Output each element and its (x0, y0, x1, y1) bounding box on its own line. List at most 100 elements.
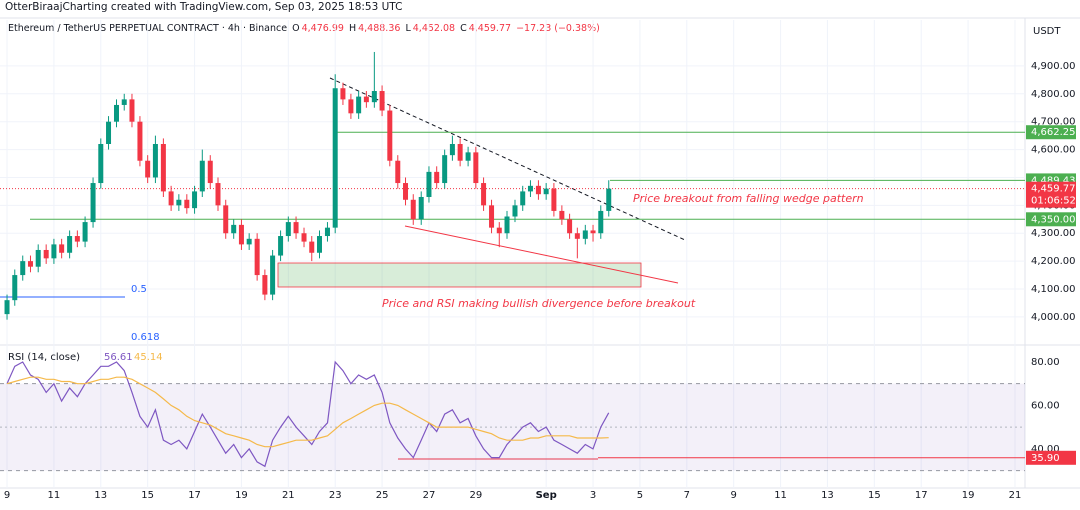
candle-body (137, 121, 143, 161)
x-tick-label: 21 (282, 490, 295, 501)
candle-body (301, 233, 307, 242)
candle-body (559, 210, 565, 220)
x-tick-label: 19 (962, 490, 975, 501)
candle-body (590, 230, 596, 234)
ohlc-value: 4,488.36 (358, 23, 401, 34)
candle-body (207, 160, 213, 184)
candle-body (324, 227, 330, 237)
candle-body (168, 191, 174, 206)
candle-body (473, 152, 479, 184)
y-tick-label: 4,900.00 (1031, 61, 1076, 72)
x-tick-label: 13 (821, 490, 834, 501)
last-price-label: 4,459.77 (1031, 184, 1076, 195)
candle-body (246, 238, 252, 245)
x-tick-label: 25 (376, 490, 389, 501)
level-label: 4,350.00 (1031, 214, 1076, 225)
candle-body (598, 210, 604, 234)
y-tick-label: 4,000.00 (1031, 312, 1076, 323)
candle-body (332, 88, 338, 228)
x-tick-label: 9 (730, 490, 736, 501)
fib-label: 0.5 (131, 284, 147, 295)
candle-body (121, 99, 127, 105)
candle-body (106, 121, 112, 144)
candle-body (67, 236, 73, 253)
x-tick-label: 11 (48, 490, 61, 501)
candle-body (371, 91, 377, 103)
candle-body (395, 160, 401, 184)
x-tick-label: 13 (94, 490, 107, 501)
ohlc-value: 4,452.08 (412, 23, 456, 34)
candle-body (20, 261, 26, 276)
candle-body (551, 188, 557, 211)
x-tick-label: 19 (235, 490, 248, 501)
last-price-tag (1026, 181, 1076, 208)
candle-body (316, 236, 322, 253)
candle-body (606, 188, 612, 211)
candle-body (481, 183, 487, 206)
rsi-tick-label: 40.00 (1031, 444, 1060, 455)
ohlc-key: H (348, 23, 357, 34)
candle-body (12, 275, 18, 301)
candle-body (176, 199, 182, 206)
x-tick-label: 11 (774, 490, 787, 501)
candle-body (192, 191, 198, 209)
candle-body (418, 196, 424, 220)
rsi-ma-value: 45.14 (134, 352, 163, 363)
y-tick-label: 4,300.00 (1031, 228, 1076, 239)
candle-body (254, 238, 260, 276)
candle-body (356, 96, 362, 114)
candle-body (278, 236, 284, 256)
candle-body (215, 183, 221, 206)
y-tick-label: 4,700.00 (1031, 117, 1076, 128)
candle-body (90, 183, 96, 223)
candle-body (27, 261, 33, 267)
x-tick-label: 3 (590, 490, 596, 501)
candle-body (4, 300, 10, 315)
header: OtterBiraajCharting created with Trading… (5, 1, 403, 13)
candle-body (231, 224, 237, 234)
candle-body (184, 199, 190, 209)
x-tick-label: 7 (684, 490, 690, 501)
candle-body (129, 99, 135, 122)
x-tick-label: 15 (868, 490, 881, 501)
candle-body (199, 160, 205, 192)
candle-body (59, 244, 65, 253)
y-tick-label: 4,600.00 (1031, 145, 1076, 156)
x-tick-label: 23 (329, 490, 342, 501)
candle-body (582, 230, 588, 239)
rsi-level-tag (1026, 450, 1076, 465)
candle-body (543, 188, 549, 195)
candle-body (270, 255, 276, 295)
x-tick-label: 17 (188, 490, 201, 501)
y-tick-label: 4,800.00 (1031, 89, 1076, 100)
currency: USDT (1033, 26, 1061, 37)
change: −17.23 (−0.38%) (516, 23, 600, 34)
rsi-title: RSI (14, close) (8, 352, 80, 363)
x-tick-label: Sep (536, 490, 557, 501)
candle-body (504, 216, 510, 234)
fib-label: 0.618 (131, 332, 160, 343)
candle-body (160, 144, 166, 192)
candle-body (152, 144, 158, 178)
candle-body (574, 233, 580, 239)
candle-body (449, 144, 455, 156)
candle-body (442, 155, 448, 184)
x-tick-label: 21 (1009, 490, 1022, 501)
rsi-level-label: 35.90 (1031, 453, 1060, 464)
candle-body (98, 144, 104, 184)
annotation: Price breakout from falling wedge patter… (633, 192, 864, 205)
candle-body (51, 244, 57, 259)
candle-body (35, 249, 41, 267)
candle-body (43, 249, 49, 259)
level-label: 4,489.43 (1031, 175, 1076, 186)
candle-body (387, 110, 393, 161)
candle-body (527, 185, 533, 192)
grid (0, 20, 1025, 488)
x-tick-label: 27 (423, 490, 436, 501)
candle-body (489, 205, 495, 228)
candle-body (520, 191, 526, 206)
candle-body (410, 199, 416, 220)
level-tag (1026, 125, 1076, 140)
candle-body (223, 205, 229, 234)
